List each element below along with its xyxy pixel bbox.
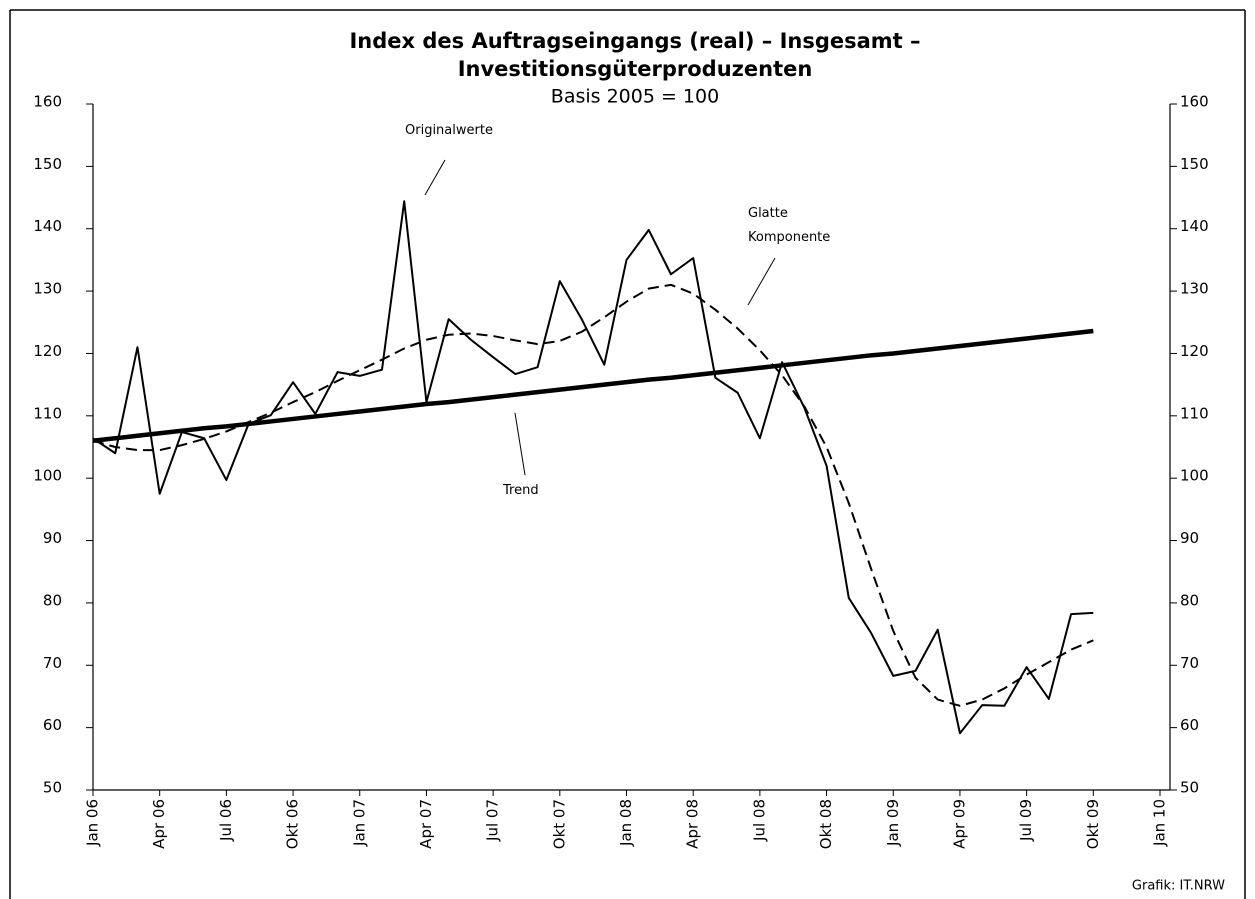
- y2-tick-label: 50: [1180, 779, 1199, 797]
- x-tick-label: Jan 07: [350, 799, 368, 847]
- line-series: [92, 328, 1094, 443]
- x-tick-label: Apr 08: [684, 799, 702, 849]
- chart-title: Index des Auftragseingangs (real) – Insg…: [349, 29, 920, 53]
- y2-tick-label: 90: [1180, 529, 1199, 547]
- x-tick-label: Jan 09: [884, 799, 902, 847]
- credit: Grafik: IT.NRW: [1132, 879, 1225, 894]
- y-tick-label: 150: [33, 155, 62, 173]
- annotation: Originalwerte: [405, 123, 493, 138]
- x-tick-label: Apr 06: [150, 799, 168, 849]
- y2-tick-label: 70: [1180, 654, 1199, 672]
- y-tick-label: 60: [43, 716, 62, 734]
- annotation: Glatte Komponente: [748, 206, 831, 245]
- y-tick-label: 130: [33, 280, 62, 298]
- x-tick-label: Jan 06: [84, 799, 102, 847]
- x-tick-label: Jan 08: [617, 799, 635, 847]
- x-tick-label: Okt 07: [550, 799, 568, 849]
- y-tick-label: 140: [33, 217, 62, 235]
- annotation: Trend: [503, 483, 539, 498]
- y2-tick-label: 80: [1180, 591, 1199, 609]
- y-tick-label: 120: [33, 342, 62, 360]
- x-tick-label: Okt 09: [1084, 799, 1102, 849]
- x-tick-label: Jul 08: [750, 799, 768, 842]
- y-tick-label: 90: [43, 529, 62, 547]
- y2-tick-label: 100: [1180, 467, 1209, 485]
- chart-subtitle: Basis 2005 = 100: [551, 86, 719, 108]
- x-tick-label: Jul 09: [1017, 799, 1035, 842]
- y2-tick-label: 60: [1180, 716, 1199, 734]
- line-series: [92, 283, 1094, 707]
- line-series: [92, 200, 1094, 735]
- x-tick-label: Okt 08: [817, 799, 835, 849]
- y2-tick-label: 130: [1180, 280, 1209, 298]
- y2-tick-label: 140: [1180, 217, 1209, 235]
- y-tick-label: 80: [43, 591, 62, 609]
- y2-tick-label: 120: [1180, 342, 1209, 360]
- leader-line: [514, 412, 526, 476]
- y-tick-label: 160: [33, 93, 62, 111]
- x-tick-label: Jul 06: [217, 799, 235, 842]
- x-tick-label: Jul 07: [484, 799, 502, 842]
- x-tick-label: Apr 07: [417, 799, 435, 849]
- y2-tick-label: 160: [1180, 93, 1209, 111]
- leader-line: [747, 257, 776, 306]
- leader-line: [424, 159, 446, 196]
- chart-title: Investitionsgüterproduzenten: [458, 57, 813, 81]
- x-tick-label: Jan 10: [1151, 799, 1169, 847]
- x-tick-label: Okt 06: [284, 799, 302, 849]
- y2-tick-label: 150: [1180, 155, 1209, 173]
- y-tick-label: 70: [43, 654, 62, 672]
- y-tick-label: 50: [43, 779, 62, 797]
- y-tick-label: 110: [33, 404, 62, 422]
- y2-tick-label: 110: [1180, 404, 1209, 422]
- y-tick-label: 100: [33, 467, 62, 485]
- x-tick-label: Apr 09: [950, 799, 968, 849]
